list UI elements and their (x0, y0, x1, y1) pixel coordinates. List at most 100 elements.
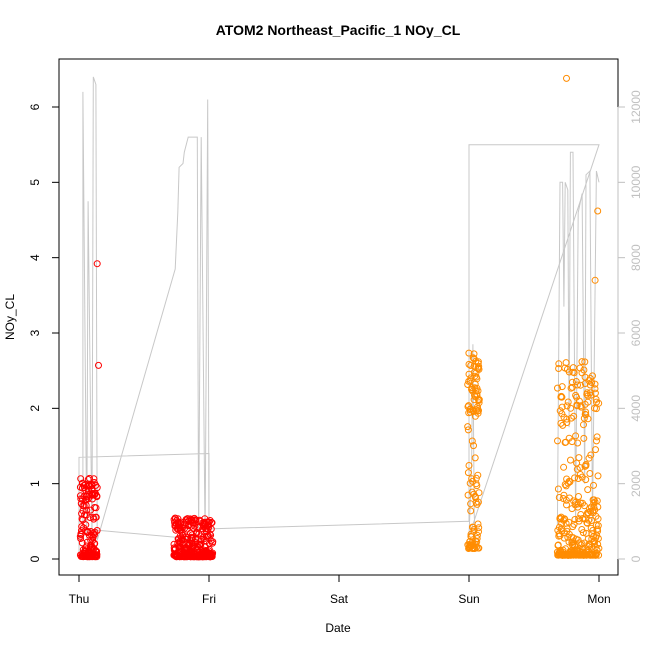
data-point (474, 471, 482, 479)
data-point (466, 408, 474, 416)
data-point (204, 525, 212, 533)
data-point (583, 390, 591, 398)
y-axis-right: 0 2000 4000 6000 8000 10000 12000 (617, 90, 643, 562)
data-point (569, 368, 577, 376)
data-point (572, 432, 580, 440)
altitude-line (556, 151, 600, 526)
data-point (582, 461, 590, 468)
data-point (475, 489, 483, 497)
data-point (580, 434, 588, 442)
data-point (472, 363, 480, 371)
data-point (570, 412, 578, 420)
data-point (93, 547, 101, 555)
altitude-line-group (78, 76, 600, 556)
data-point (77, 535, 85, 542)
data-point (470, 408, 477, 415)
data-point (581, 358, 589, 366)
data-point (77, 531, 85, 538)
data-point (587, 451, 595, 459)
data-point (79, 479, 87, 487)
data-point (590, 481, 597, 489)
data-point (577, 381, 584, 389)
data-point (595, 551, 603, 559)
data-point (471, 454, 479, 462)
y-tick-label-left: 3 (28, 329, 42, 336)
data-point (586, 470, 594, 477)
data-point (464, 469, 472, 477)
data-point (93, 551, 101, 559)
data-point (172, 514, 179, 522)
data-point (556, 407, 564, 415)
data-point (473, 384, 481, 392)
y-tick-label-right: 6000 (629, 319, 643, 346)
data-point (182, 519, 190, 526)
data-point (593, 398, 600, 406)
data-point (201, 515, 209, 523)
data-point (563, 419, 571, 427)
data-point (209, 538, 217, 546)
y-tick-label-left: 2 (28, 405, 42, 412)
data-point (474, 365, 482, 373)
y-tick-label-right: 2000 (629, 470, 643, 497)
data-point (464, 426, 472, 434)
data-point (77, 495, 85, 503)
x-tick-label: Sun (458, 592, 479, 606)
data-point (470, 442, 477, 450)
data-point (563, 501, 570, 509)
data-point (93, 553, 101, 561)
data-point (594, 207, 602, 215)
data-point (467, 362, 475, 369)
data-point (474, 520, 482, 528)
data-point (464, 381, 472, 388)
data-point (179, 524, 187, 532)
y-tick-label-right: 4000 (629, 395, 643, 422)
data-point (586, 389, 594, 397)
data-point (576, 364, 584, 372)
data-point (563, 402, 571, 410)
data-point (560, 463, 568, 471)
data-point (79, 507, 87, 515)
data-point (580, 502, 588, 510)
data-point (573, 402, 581, 410)
data-point (91, 540, 99, 547)
y-tick-label-left: 4 (28, 254, 42, 261)
x-tick-label: Mon (587, 592, 610, 606)
data-point (465, 349, 473, 357)
y-axis-left: 0 1 2 3 4 5 6 (28, 103, 60, 562)
data-point (588, 517, 595, 524)
data-point (580, 414, 588, 422)
data-point (470, 350, 478, 358)
data-point (83, 506, 91, 514)
data-point (474, 498, 482, 506)
x-tick-label: Thu (69, 592, 90, 606)
y-tick-label-right: 0 (629, 555, 643, 562)
data-point (471, 380, 479, 388)
data-point (85, 487, 93, 495)
data-point (568, 505, 576, 513)
data-point (182, 516, 190, 523)
data-point (571, 516, 579, 523)
data-point (579, 529, 587, 537)
y-tick-label-right: 12000 (629, 90, 643, 124)
data-point (88, 481, 96, 489)
y-tick-label-left: 6 (28, 103, 42, 110)
data-point (475, 544, 483, 552)
data-point (590, 503, 598, 511)
data-point (568, 378, 576, 386)
data-point (575, 515, 583, 523)
x-tick-label: Sat (330, 592, 349, 606)
data-point (595, 544, 603, 552)
y-tick-label-right: 8000 (629, 244, 643, 271)
data-point (566, 478, 574, 486)
data-point (575, 493, 582, 500)
data-point (558, 383, 566, 391)
data-point (175, 522, 183, 530)
data-point (580, 366, 588, 374)
data-points-group (76, 74, 603, 561)
data-point (574, 475, 582, 482)
x-axis-label: Date (325, 621, 351, 635)
data-point (570, 520, 578, 528)
data-point (567, 414, 575, 422)
data-point (560, 534, 568, 542)
